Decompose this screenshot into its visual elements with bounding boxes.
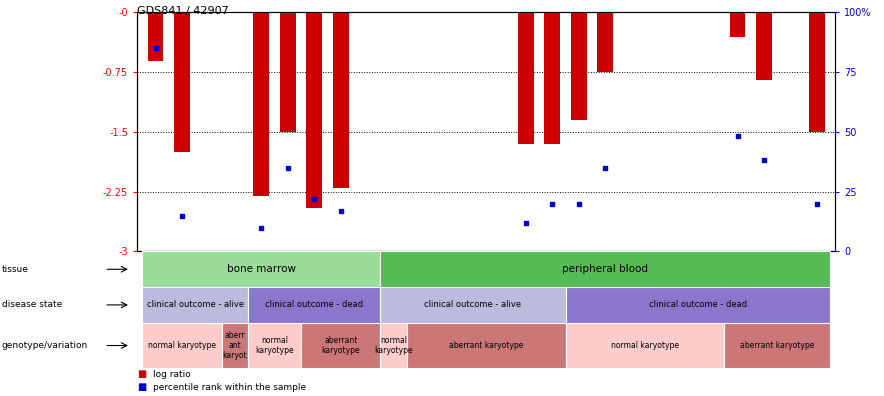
Text: tissue: tissue xyxy=(2,265,28,274)
Text: normal karyotype: normal karyotype xyxy=(611,341,679,350)
Bar xyxy=(407,323,566,368)
Bar xyxy=(724,323,830,368)
Bar xyxy=(148,12,164,61)
Bar xyxy=(380,251,830,287)
Bar xyxy=(598,12,613,72)
Text: clinical outcome - dead: clinical outcome - dead xyxy=(265,301,363,309)
Text: peripheral blood: peripheral blood xyxy=(562,264,648,274)
Text: clinical outcome - dead: clinical outcome - dead xyxy=(649,301,747,309)
Text: ■: ■ xyxy=(137,382,146,392)
Bar xyxy=(142,323,222,368)
Text: GDS841 / 42907: GDS841 / 42907 xyxy=(137,6,229,16)
Text: clinical outcome - alive: clinical outcome - alive xyxy=(424,301,522,309)
Bar xyxy=(545,12,560,144)
Bar xyxy=(307,12,322,208)
Bar xyxy=(756,12,772,80)
Bar xyxy=(248,287,380,323)
Bar xyxy=(380,287,566,323)
Bar xyxy=(729,12,745,38)
Bar xyxy=(809,12,825,131)
Bar xyxy=(254,12,270,196)
Bar xyxy=(301,323,380,368)
Text: normal
karyotype: normal karyotype xyxy=(374,336,413,355)
Bar xyxy=(142,251,380,287)
Bar xyxy=(566,323,724,368)
Bar xyxy=(566,287,830,323)
Text: bone marrow: bone marrow xyxy=(227,264,296,274)
Text: aberrant karyotype: aberrant karyotype xyxy=(740,341,814,350)
Text: aberrant karyotype: aberrant karyotype xyxy=(449,341,523,350)
Text: disease state: disease state xyxy=(2,301,62,309)
Text: ■: ■ xyxy=(137,369,146,379)
Bar xyxy=(332,12,348,188)
Bar xyxy=(174,12,190,152)
Bar xyxy=(280,12,296,131)
Text: clinical outcome - alive: clinical outcome - alive xyxy=(147,301,244,309)
Text: log ratio: log ratio xyxy=(153,370,191,379)
Bar xyxy=(222,323,248,368)
Text: genotype/variation: genotype/variation xyxy=(2,341,88,350)
Text: aberr
ant
karyot: aberr ant karyot xyxy=(223,331,248,360)
Text: normal
karyotype: normal karyotype xyxy=(255,336,293,355)
Text: normal karyotype: normal karyotype xyxy=(148,341,216,350)
Bar xyxy=(571,12,587,120)
Bar xyxy=(380,323,407,368)
Bar xyxy=(142,287,248,323)
Text: percentile rank within the sample: percentile rank within the sample xyxy=(153,383,306,392)
Bar xyxy=(518,12,534,144)
Text: aberrant
karyotype: aberrant karyotype xyxy=(322,336,360,355)
Bar xyxy=(248,323,301,368)
